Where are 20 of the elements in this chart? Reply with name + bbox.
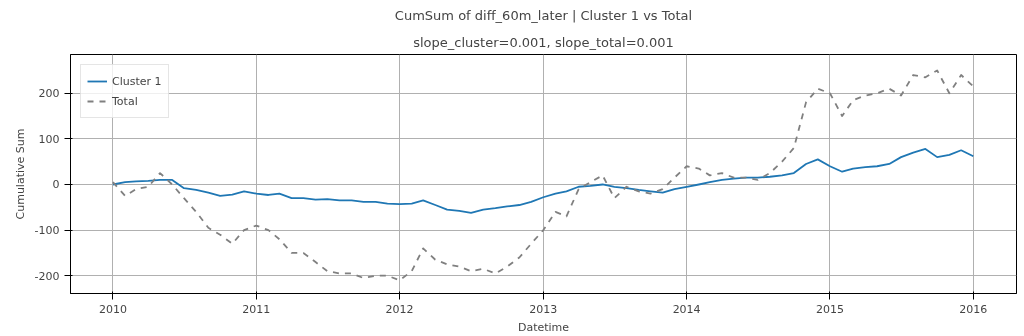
x-tick-label: 2013 <box>529 302 558 316</box>
x-tick-label: 2015 <box>815 302 844 316</box>
y-tick-label: 100 <box>38 132 60 146</box>
chart-title: CumSum of diff_60m_later | Cluster 1 vs Total <box>394 7 693 23</box>
y-axis-title: Cumulative Sum <box>13 128 27 220</box>
x-tick-label: 2014 <box>672 302 701 316</box>
x-tick-label: 2010 <box>98 302 127 316</box>
line-series <box>112 69 975 282</box>
x-axis-title: Datetime <box>517 320 570 334</box>
legend-label: Cluster 1 <box>112 74 162 88</box>
line-series <box>112 148 975 214</box>
y-tick-label: -200 <box>34 269 60 283</box>
legend-label: Total <box>112 94 138 108</box>
y-tick-label: 200 <box>38 87 60 101</box>
x-tick-label: 2011 <box>242 302 271 316</box>
x-tick-label: 2016 <box>959 302 988 316</box>
chart-subtitle: slope_cluster=0.001, slope_total=0.001 <box>413 34 674 50</box>
y-tick-label: -100 <box>34 224 60 238</box>
x-tick-label: 2012 <box>385 302 414 316</box>
y-tick-label: 0 <box>52 178 60 192</box>
